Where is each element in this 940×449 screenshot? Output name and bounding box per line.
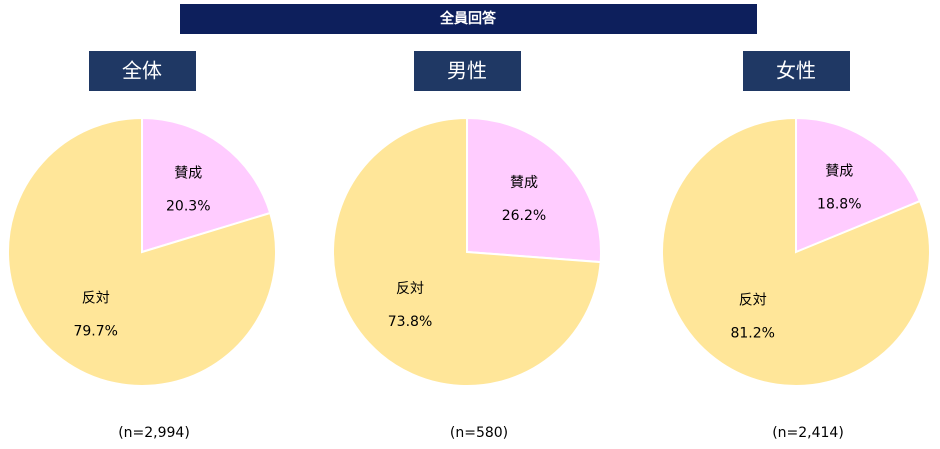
- slice-category: 賛成: [510, 175, 538, 191]
- chart-title: 全体: [122, 59, 162, 83]
- title-box: [89, 51, 196, 91]
- slice-category: 賛成: [174, 166, 202, 182]
- pie-slice: [661, 116, 931, 387]
- slice-value: 73.8%: [388, 314, 432, 330]
- chart-title: 男性: [447, 59, 487, 83]
- slice-category: 反対: [739, 293, 767, 309]
- header-band: [180, 4, 757, 34]
- chart-title: 女性: [776, 59, 816, 83]
- pie-slice: [332, 116, 602, 387]
- slice-value: 81.2%: [730, 326, 774, 342]
- title-box: [414, 51, 521, 91]
- slice-value: 79.7%: [73, 323, 117, 339]
- pie-slice: [795, 116, 922, 254]
- slice-category: 反対: [82, 290, 110, 306]
- slice-category: 賛成: [825, 163, 853, 179]
- sample-size: (n=580): [450, 425, 508, 441]
- pie-slice: [466, 116, 602, 264]
- pie-slice: [141, 116, 272, 254]
- sample-size: (n=2,414): [772, 425, 844, 441]
- slice-value: 26.2%: [502, 208, 546, 224]
- title-box: [743, 51, 850, 91]
- slice-value: 20.3%: [166, 199, 210, 215]
- slice-value: 18.8%: [817, 196, 861, 212]
- pie-slice: [7, 116, 277, 387]
- sample-size: (n=2,994): [118, 425, 190, 441]
- slice-category: 反対: [396, 281, 424, 297]
- header-title: 全員回答: [439, 10, 497, 27]
